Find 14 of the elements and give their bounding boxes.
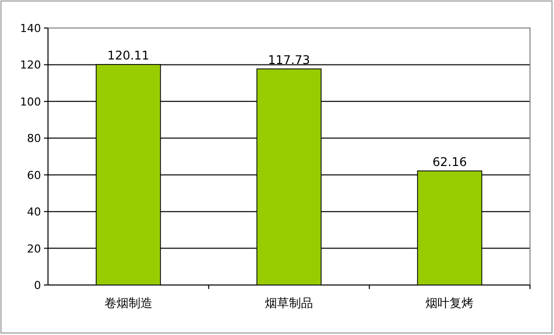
data-label: 62.16 — [432, 154, 467, 169]
y-tick-label: 100 — [20, 95, 41, 108]
x-tick-label: 卷烟制造 — [104, 296, 152, 310]
y-tick-label: 140 — [20, 22, 41, 35]
data-label: 117.73 — [268, 52, 310, 67]
y-tick-label: 40 — [27, 206, 41, 219]
y-tick-label: 20 — [27, 242, 41, 256]
data-label: 120.11 — [107, 48, 150, 63]
x-tick-label: 烟草制品 — [265, 296, 313, 310]
y-tick-label: 60 — [27, 168, 41, 182]
y-tick-label: 0 — [34, 279, 41, 292]
y-tick-label: 120 — [20, 58, 41, 72]
x-tick-label: 烟叶复烤 — [426, 296, 474, 310]
y-tick-label: 80 — [27, 132, 41, 146]
